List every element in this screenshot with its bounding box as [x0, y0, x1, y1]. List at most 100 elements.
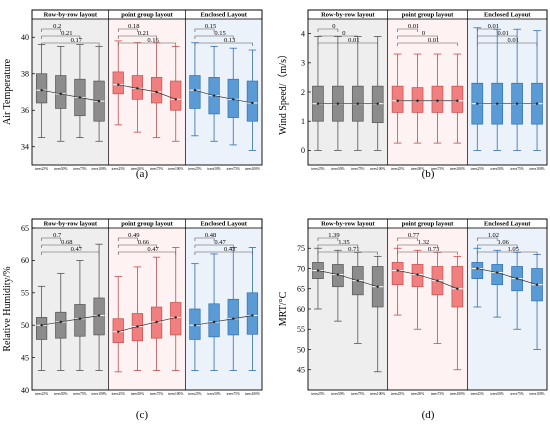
comparison-bracket — [397, 237, 418, 241]
comparison-value: 0.77 — [408, 232, 420, 239]
trend-point — [376, 102, 379, 105]
trend-point — [117, 330, 120, 333]
comparison-value: 0.17 — [71, 37, 83, 44]
trend-point — [515, 277, 519, 280]
trend-point — [117, 83, 120, 86]
category-label: trees50% — [491, 392, 504, 396]
category-label: trees25% — [112, 392, 125, 396]
comparison-bracket — [194, 28, 215, 32]
trend-point — [193, 324, 197, 327]
category-label: trees75% — [150, 167, 163, 171]
box — [74, 304, 86, 337]
comparison-value: 1.35 — [338, 239, 349, 246]
group-title: Enclosed Layout — [484, 12, 531, 19]
box — [227, 298, 239, 336]
plot-frame — [31, 218, 263, 391]
y-tick-label: 65 — [297, 285, 305, 294]
y-tick-label: 55 — [297, 325, 305, 334]
y-tick-label: 0 — [301, 146, 305, 155]
group-background — [467, 228, 547, 390]
category-label: trees50% — [131, 392, 144, 396]
category-label: trees50% — [131, 167, 144, 171]
category-label: trees100% — [529, 167, 544, 171]
y-axis-label: Relative Humidity/% — [2, 266, 13, 351]
group-title: Row-by-row layout — [321, 12, 375, 19]
comparison-value: 0.66 — [138, 239, 150, 246]
category-label: trees25% — [35, 167, 48, 171]
comparison-bracket — [317, 244, 359, 248]
comparison-bracket — [41, 28, 62, 32]
box — [112, 71, 124, 95]
category-label: trees75% — [351, 392, 364, 396]
group-title: Enclosed Layout — [484, 221, 531, 228]
trend-point — [476, 267, 479, 270]
comparison-bracket — [317, 42, 379, 46]
category-label: trees50% — [207, 392, 220, 396]
comparison-value: 0.68 — [61, 239, 72, 246]
y-tick-label: 50 — [297, 345, 305, 354]
comparison-value: 0 — [332, 23, 335, 30]
comparison-value: 0.01 — [428, 37, 439, 44]
category-label: trees25% — [471, 392, 484, 396]
trend-line — [118, 317, 176, 333]
box — [431, 85, 444, 113]
category-label: trees75% — [227, 167, 240, 171]
trend-point — [78, 96, 82, 99]
trend-point — [59, 92, 62, 96]
trend-point — [535, 283, 539, 286]
box — [246, 80, 259, 122]
trend-point — [40, 88, 43, 92]
category-label: trees50% — [54, 167, 67, 171]
comparison-value: 0.48 — [205, 232, 216, 239]
comparison-value: 1.05 — [507, 246, 518, 253]
trend-point — [535, 102, 539, 105]
trend-point — [436, 279, 439, 282]
comparison-value: 0.21 — [61, 30, 72, 37]
y-tick-label: 60 — [297, 305, 305, 314]
y-tick-label: 4 — [301, 29, 305, 38]
comparison-value: 0.13 — [224, 37, 235, 44]
category-label: trees25% — [471, 167, 484, 171]
panel-label: (c) — [136, 409, 149, 421]
box — [246, 292, 259, 335]
trend-line — [194, 89, 253, 104]
trend-point — [174, 98, 177, 101]
category-label: trees100% — [245, 167, 260, 171]
trend-point — [232, 98, 235, 101]
comparison-bracket — [41, 42, 100, 46]
category-label: trees50% — [331, 392, 344, 396]
comparison-bracket — [476, 244, 518, 248]
trend-point — [232, 317, 235, 320]
comparison-value: 0.73 — [428, 246, 439, 253]
box — [170, 302, 182, 336]
group-title: Row-by-row layout — [44, 12, 98, 19]
y-axis-label: Wind Speed/（m/s） — [277, 49, 289, 135]
category-label: trees75% — [351, 167, 364, 171]
group-title: Row-by-row layout — [321, 221, 375, 228]
box — [35, 317, 48, 340]
trend-point — [40, 324, 43, 327]
category-label: trees25% — [188, 167, 201, 171]
comparison-bracket — [476, 28, 498, 32]
group-background — [387, 228, 468, 390]
group-title: point group layout — [121, 221, 173, 228]
category-label: trees25% — [188, 392, 201, 396]
trend-point — [336, 102, 340, 105]
comparison-bracket — [41, 237, 62, 241]
comparison-bracket — [397, 42, 458, 46]
comparison-bracket — [476, 237, 498, 241]
trend-point — [78, 317, 82, 320]
comparison-value: 0.49 — [128, 232, 139, 239]
category-label: trees25% — [311, 167, 324, 171]
comparison-bracket — [117, 244, 157, 248]
y-tick-label: 65 — [21, 224, 29, 233]
trend-line — [477, 268, 538, 286]
category-label: trees50% — [207, 167, 220, 171]
comparison-value: 0.01 — [408, 23, 419, 30]
comparison-value: 0.15 — [214, 30, 225, 37]
category-label: trees75% — [431, 167, 444, 171]
plot-frame — [307, 9, 548, 166]
category-label: trees25% — [391, 167, 404, 171]
trend-point — [97, 99, 101, 103]
